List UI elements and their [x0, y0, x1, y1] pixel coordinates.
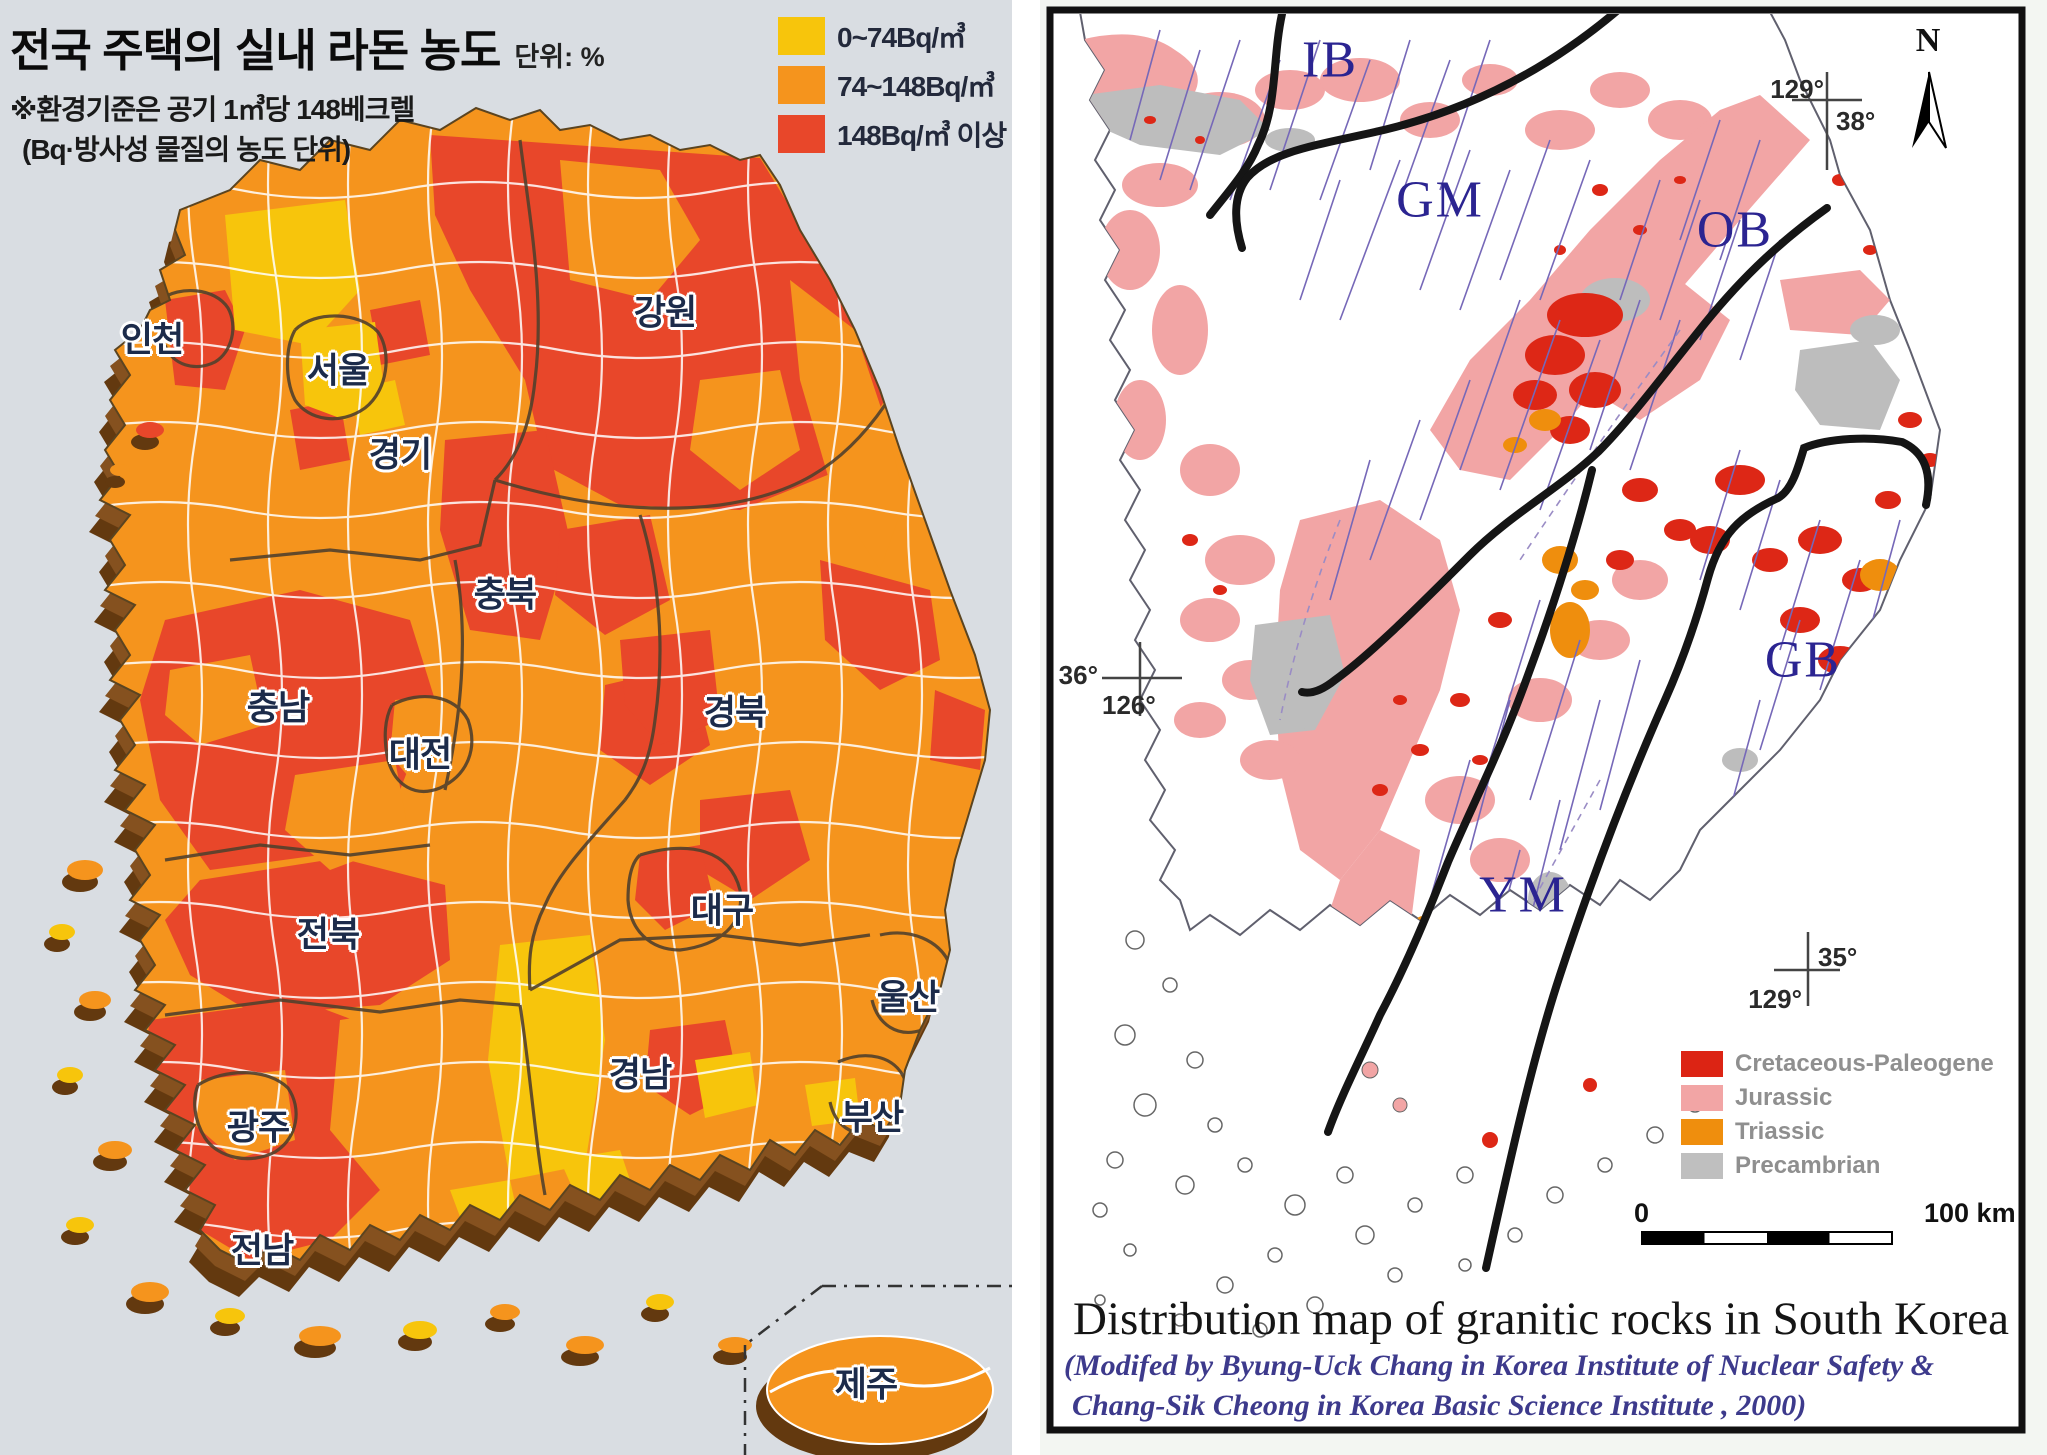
zone-label-ob: OB: [1696, 201, 1774, 259]
region-label-busan: 부산: [840, 1098, 904, 1138]
coord-129-top: 129°: [1770, 74, 1824, 104]
island-blobs: [44, 422, 752, 1366]
legend-row: Triassic: [1681, 1118, 1994, 1146]
left-map-subtitle-2: (Bq·방사성 물질의 농도 단위): [22, 134, 351, 165]
left-map-subtitle-1: ※환경기준은 공기 1㎥당 148베크렐: [10, 94, 415, 125]
radon-map-panel: 전국 주택의 실내 라돈 농도 단위: % ※환경기준은 공기 1㎥당 148베크…: [0, 0, 1012, 1455]
legend-row: 0~74Bq/㎥: [778, 16, 1006, 56]
region-label-gyeonggi: 경기: [368, 435, 432, 475]
legend-swatch-red: [778, 115, 825, 153]
right-map-title: Distribution map of granitic rocks in So…: [1073, 1293, 2009, 1345]
geology-patches: [1080, 29, 1940, 935]
fault-lines: [1206, 14, 1933, 1272]
coord-38: 38°: [1836, 106, 1876, 136]
coord-126: 126°: [1102, 690, 1156, 720]
region-label-gwangju: 광주: [226, 1108, 290, 1148]
island-outlines: [1092, 930, 1703, 1338]
scale-bar: [1641, 1231, 1893, 1245]
legend-row: Precambrian: [1681, 1152, 1994, 1180]
geology-legend: Cretaceous-Paleogene Jurassic Triassic P…: [1681, 1050, 1994, 1180]
coord-129-se: 129°: [1748, 984, 1802, 1014]
county-patchwork: [100, 108, 990, 1265]
region-label-gyeongbuk: 경북: [703, 693, 767, 733]
legend-swatch-jurassic: [1681, 1085, 1723, 1111]
left-map-unit-note: 단위: %: [514, 42, 605, 72]
north-arrow-icon: [1912, 71, 1947, 149]
coordinate-crosses: [1102, 72, 1862, 1006]
legend-swatch-cretaceous: [1681, 1051, 1723, 1077]
legend-row: Jurassic: [1681, 1084, 1994, 1112]
legend-swatch-precambrian: [1681, 1153, 1723, 1179]
region-label-chungnam: 충남: [246, 688, 310, 728]
radon-legend: 0~74Bq/㎥ 74~148Bq/㎥ 148Bq/㎥ 이상: [778, 16, 1007, 154]
attribution-line-1: (Modifed by Byung-Uck Chang in Korea Ins…: [1064, 1349, 1935, 1382]
region-label-seoul: 서울: [306, 351, 370, 391]
region-label-incheon: 인천: [120, 320, 184, 360]
region-label-chungbuk: 충북: [473, 575, 537, 615]
province-borders: [159, 139, 955, 1196]
scale-start: 0: [1634, 1198, 1650, 1228]
zone-label-gb: GB: [1764, 631, 1842, 689]
region-label-gyeongnam: 경남: [608, 1055, 672, 1095]
region-label-jeonnam: 전남: [230, 1231, 294, 1271]
radon-choropleth-map: [44, 107, 1012, 1455]
region-label-ulsan: 울산: [876, 978, 940, 1018]
legend-swatch-yellow: [778, 17, 825, 55]
legend-swatch-triassic: [1681, 1119, 1723, 1145]
scale-end: 100 km: [1924, 1198, 2016, 1228]
coord-36: 36°: [1058, 660, 1098, 690]
zone-label-ib: IB: [1302, 31, 1358, 89]
region-label-gangwon: 강원: [633, 293, 697, 333]
county-borders: [100, 108, 990, 1265]
granite-map-panel: N IB GM OB GB YM 129° 38° 36° 126° 35° 1…: [1040, 0, 2047, 1455]
coord-35: 35°: [1818, 942, 1858, 972]
north-label: N: [1915, 22, 1941, 59]
region-label-jeonbuk: 전북: [296, 915, 360, 955]
region-label-jeju: 제주: [834, 1365, 898, 1405]
region-label-daegu: 대구: [690, 891, 754, 931]
left-map-title: 전국 주택의 실내 라돈 농도: [10, 25, 501, 76]
attribution-line-2: Chang-Sik Cheong in Korea Basic Science …: [1072, 1389, 1807, 1422]
legend-swatch-orange: [778, 66, 825, 104]
granite-distribution-map: [1046, 6, 2026, 1434]
zone-label-gm: GM: [1396, 171, 1484, 229]
legend-row: 148Bq/㎥ 이상: [778, 114, 1007, 154]
legend-row: 74~148Bq/㎥: [778, 65, 1006, 105]
zone-label-ym: YM: [1479, 866, 1567, 924]
region-label-daejeon: 대전: [388, 735, 452, 775]
jeju-inset: [743, 1284, 1012, 1455]
legend-row: Cretaceous-Paleogene: [1681, 1050, 1994, 1078]
